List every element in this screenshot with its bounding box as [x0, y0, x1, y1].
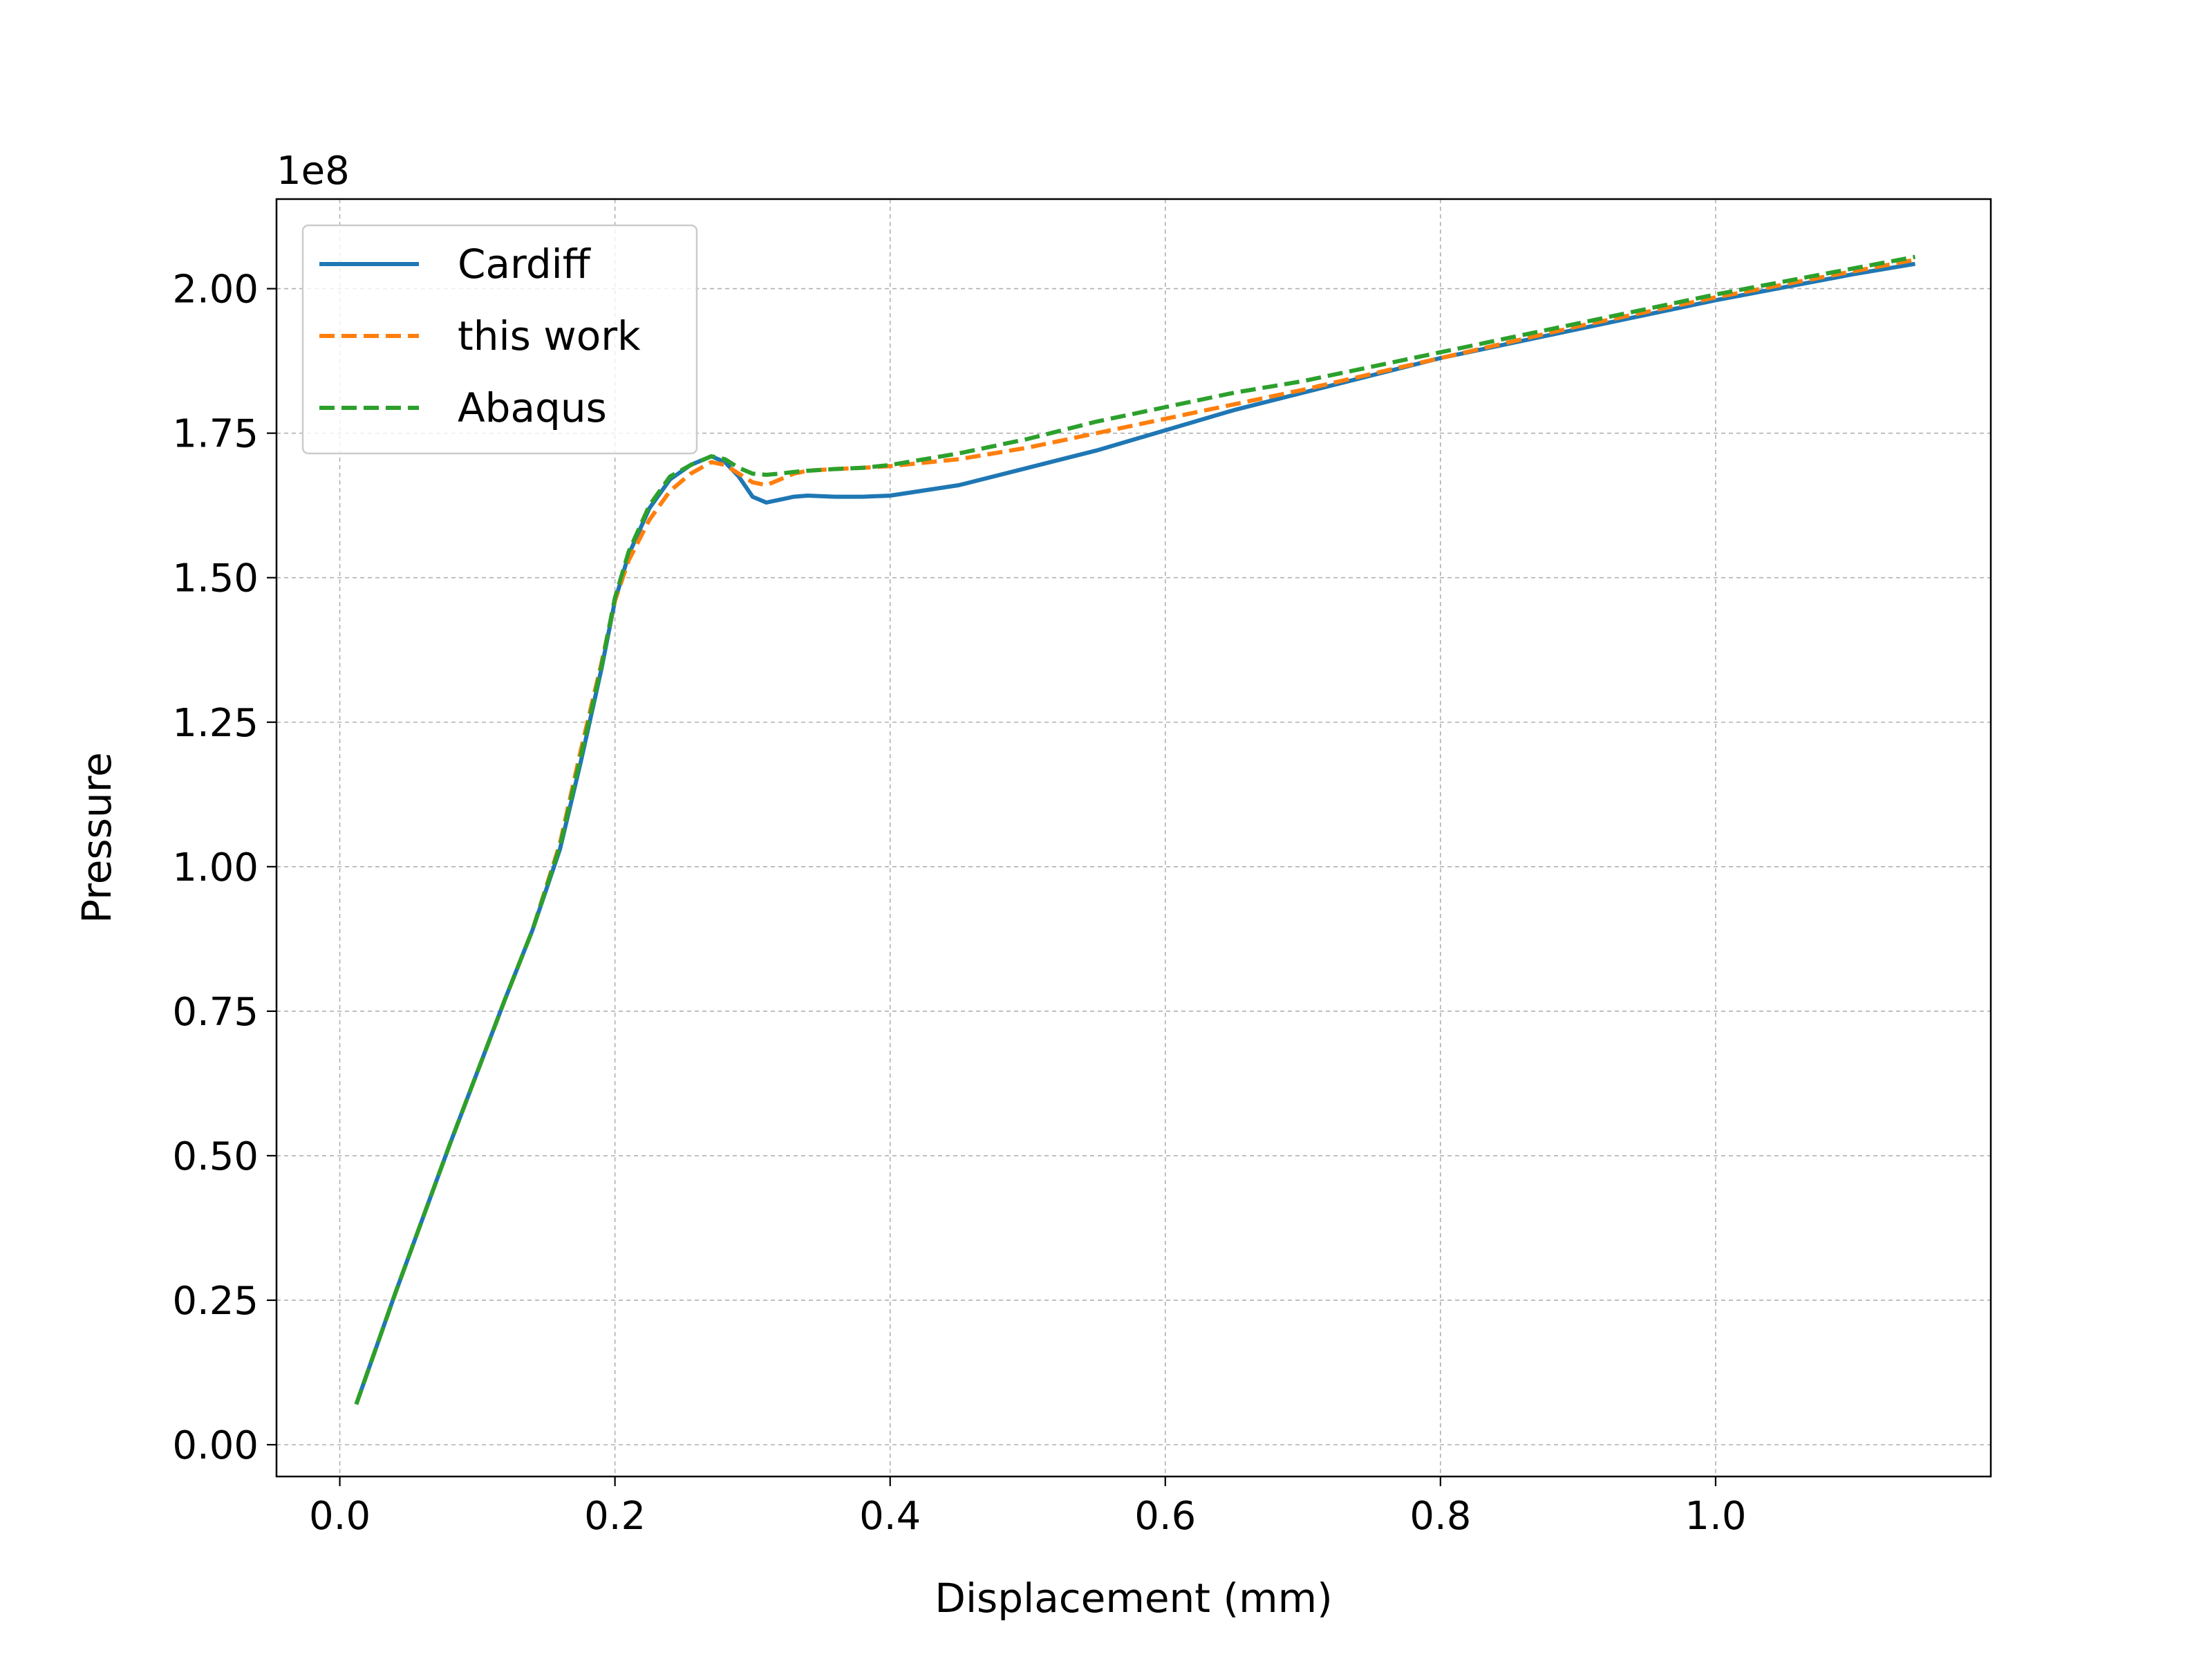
legend-box — [301, 224, 698, 455]
y-tick-label: 0.00 — [172, 1423, 259, 1468]
y-tick-label: 0.25 — [172, 1279, 259, 1324]
x-tick-label: 1.0 — [1685, 1494, 1746, 1539]
y-axis: 0.00 0.25 0.50 0.75 1.00 1.25 1.50 1.75 2.00 — [172, 268, 276, 1468]
y-axis-label: Pressure — [73, 752, 120, 924]
x-tick-label: 0.6 — [1134, 1494, 1196, 1539]
series-line-this-work — [354, 257, 1916, 1405]
y-tick-label: 0.50 — [172, 1134, 259, 1179]
legend-label: Abaqus — [458, 384, 607, 431]
series-line-abaqus — [354, 254, 1916, 1405]
plot-frame — [275, 198, 1992, 1478]
y-tick-label: 1.25 — [172, 701, 259, 746]
y-tick-label: 2.00 — [172, 268, 259, 312]
x-tick-label: 0.8 — [1409, 1494, 1471, 1539]
x-tick-label: 0.2 — [584, 1494, 646, 1539]
legend-label: Cardiff — [458, 241, 592, 288]
legend-label: this work — [458, 312, 641, 359]
x-axis-label: Displacement (mm) — [935, 1575, 1332, 1622]
y-offset-label: 1e8 — [276, 149, 350, 194]
y-tick-label: 1.50 — [172, 556, 259, 601]
series-layer — [354, 254, 1916, 1405]
x-tick-label: 0.0 — [309, 1494, 371, 1539]
x-tick-label: 0.4 — [859, 1494, 921, 1539]
y-tick-label: 1.75 — [172, 412, 259, 457]
y-tick-label: 0.75 — [172, 990, 259, 1035]
legend: Cardiff this work Abaqus — [301, 224, 698, 455]
y-tick-label: 1.00 — [172, 845, 259, 890]
x-axis: 0.0 0.2 0.4 0.6 0.8 1.0 — [309, 1477, 1746, 1539]
